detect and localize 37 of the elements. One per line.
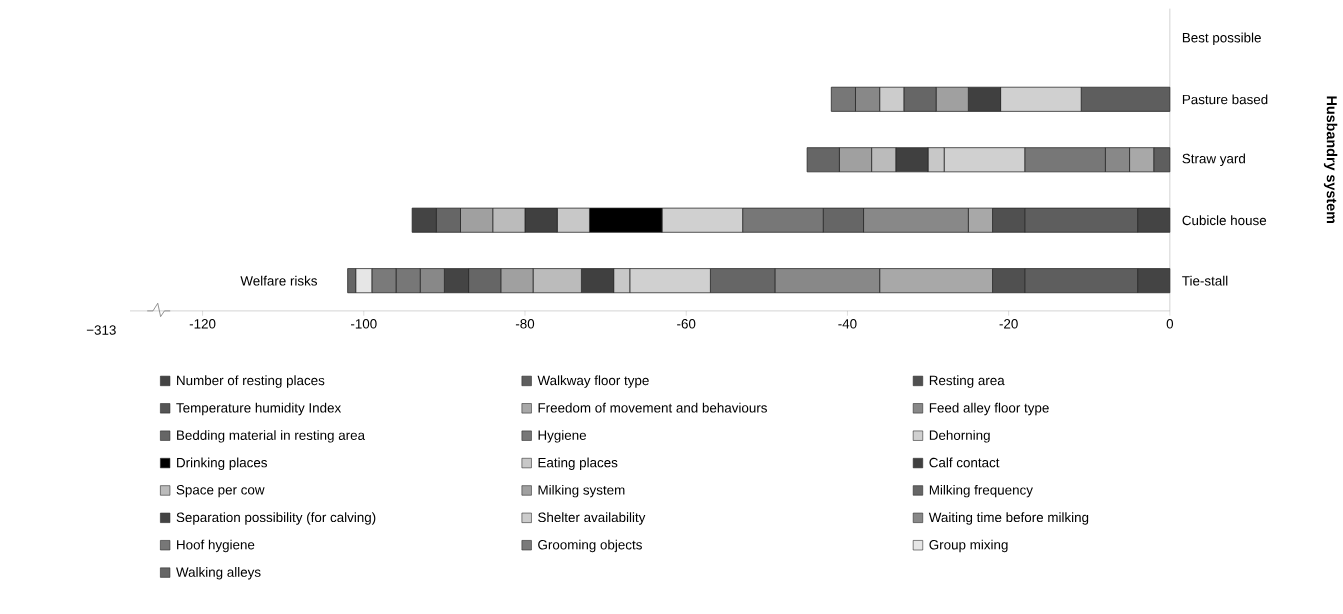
x-tick-label: -80 xyxy=(515,318,535,329)
legend-label: Hoof hygiene xyxy=(177,539,255,553)
x-tick-label: -100 xyxy=(350,318,377,329)
y-tick-label: Cubicle house xyxy=(1182,215,1267,226)
legend-label: Hygiene xyxy=(538,430,587,443)
y-tick-label: Best possible xyxy=(1182,32,1261,46)
legend-label: Calf contact xyxy=(929,457,1000,468)
legend-label: Space per cow xyxy=(176,485,265,498)
legend-label: Walkway floor type xyxy=(537,375,649,388)
x-tick-label: -60 xyxy=(677,318,696,329)
legend-label: Temperature humidity Index xyxy=(176,402,342,416)
legend-label: Separation possibility (for calving) xyxy=(176,512,376,525)
legend-label: Drinking places xyxy=(177,457,268,470)
legend-label: Bedding material in resting area xyxy=(177,430,366,443)
legend-label: Waiting time before milking xyxy=(928,512,1089,525)
legend-label: Feed alley floor type xyxy=(929,402,1049,416)
x-tick-label: -120 xyxy=(189,318,216,329)
y-tick-label: Tie-stall xyxy=(1182,275,1228,286)
legend-label: Grooming objects xyxy=(538,539,642,553)
legend-label: Dehorning xyxy=(929,430,990,443)
y-axis-title: Husbandry system xyxy=(1323,96,1338,223)
legend-label: Walking alleys xyxy=(176,566,261,580)
legend-label: Group mixing xyxy=(929,539,1008,553)
y-tick-label: Straw yard xyxy=(1182,153,1245,166)
legend-label: Shelter availability xyxy=(538,512,646,525)
legend-label: Resting area xyxy=(929,375,1005,388)
x-tick-label: -20 xyxy=(999,318,1018,329)
legend-label: Eating places xyxy=(538,457,618,470)
legend-label: Milking frequency xyxy=(929,484,1033,498)
legend-label: Freedom of movement and behaviours xyxy=(538,402,767,413)
text: −313 xyxy=(86,325,116,335)
x-tick-label: -40 xyxy=(838,318,857,329)
legend-label: Milking system xyxy=(538,484,625,498)
annotation: Welfare risks xyxy=(240,275,318,286)
legend-label: Number of resting places xyxy=(177,375,325,388)
x-tick-label: 0 xyxy=(1166,318,1174,329)
y-tick-label: Pasture based xyxy=(1182,94,1268,105)
